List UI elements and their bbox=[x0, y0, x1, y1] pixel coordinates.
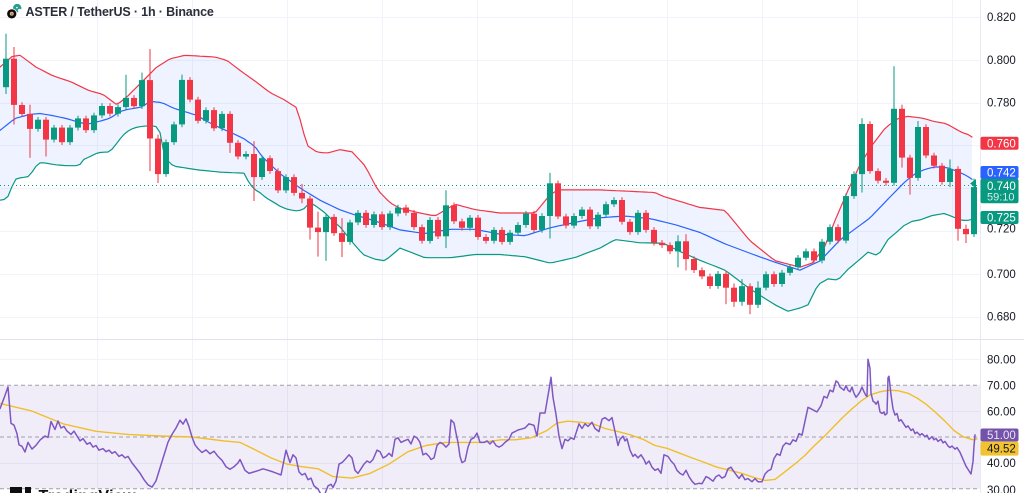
svg-text:51.00: 51.00 bbox=[987, 430, 1016, 442]
svg-text:60.00: 60.00 bbox=[987, 406, 1016, 418]
svg-text:0.800: 0.800 bbox=[987, 55, 1016, 67]
svg-text:0.720: 0.720 bbox=[987, 224, 1016, 236]
svg-text:0.820: 0.820 bbox=[987, 12, 1016, 24]
svg-text:40.00: 40.00 bbox=[987, 458, 1016, 470]
svg-text:59:10: 59:10 bbox=[987, 192, 1015, 204]
svg-text:0.725: 0.725 bbox=[987, 213, 1016, 225]
svg-text:49.52: 49.52 bbox=[987, 444, 1016, 456]
svg-text:80.00: 80.00 bbox=[987, 355, 1016, 367]
svg-text:TradingView: TradingView bbox=[39, 488, 137, 493]
svg-text:0.740: 0.740 bbox=[987, 181, 1016, 193]
svg-text:0.742: 0.742 bbox=[987, 168, 1016, 180]
svg-text:0.780: 0.780 bbox=[987, 98, 1016, 110]
svg-text:0.700: 0.700 bbox=[987, 269, 1016, 281]
svg-text:70.00: 70.00 bbox=[987, 380, 1016, 392]
svg-text:0.680: 0.680 bbox=[987, 312, 1016, 324]
svg-text:ASTER / TetherUS · 1h · Binanc: ASTER / TetherUS · 1h · Binance bbox=[26, 5, 214, 19]
svg-text:30.00: 30.00 bbox=[987, 485, 1016, 493]
svg-text:0.760: 0.760 bbox=[987, 138, 1016, 150]
